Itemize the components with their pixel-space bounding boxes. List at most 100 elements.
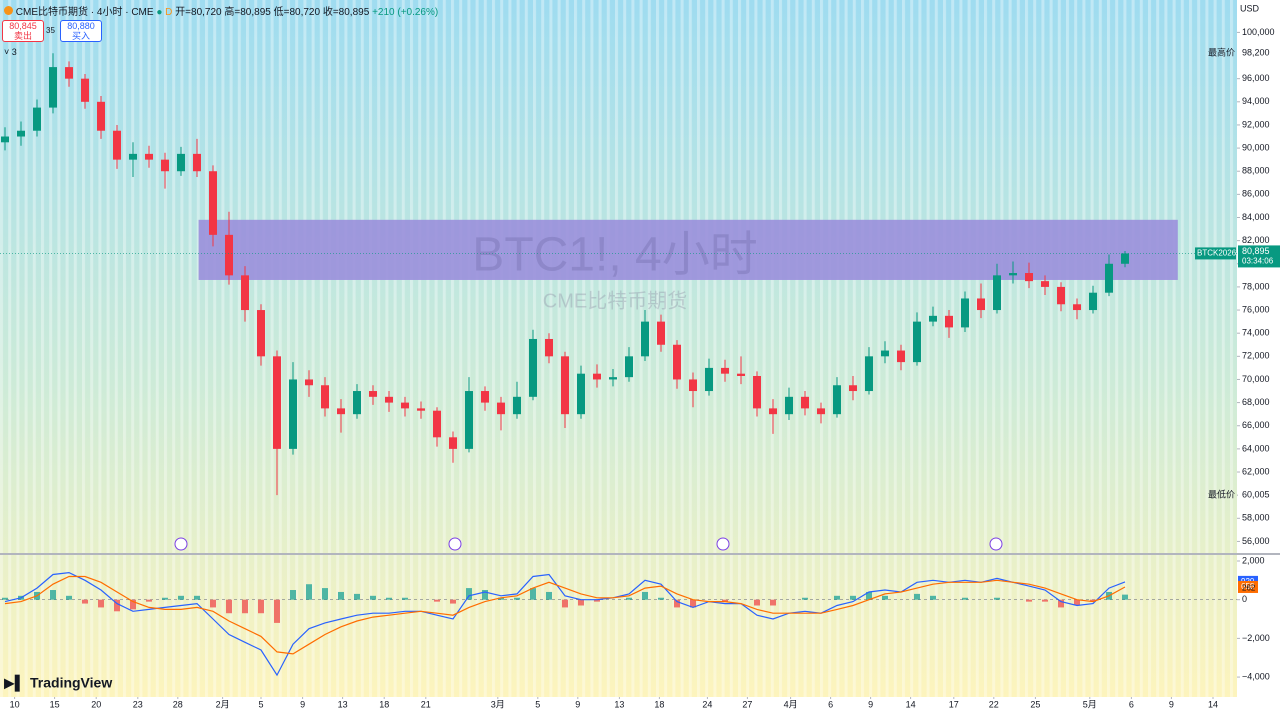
high-label: 98,200 (1242, 48, 1270, 58)
y-tick-label: 78,000 (1242, 281, 1270, 291)
candle-body (881, 350, 889, 357)
buy-button[interactable]: 80,880 买入 (60, 20, 102, 42)
candle-body (705, 367, 713, 392)
sell-label: 卖出 (13, 31, 32, 41)
candle-body (1057, 286, 1065, 305)
candle-body (609, 377, 617, 380)
x-tick-label: 28 (173, 699, 183, 709)
candle-body (209, 171, 217, 235)
candle-body (145, 153, 153, 160)
histogram-bar (338, 591, 344, 600)
histogram-bar (114, 599, 120, 612)
series-pill (1238, 580, 1258, 593)
y-tick-label: 76,000 (1242, 304, 1270, 314)
ohlc-close: 收=80,895 (322, 7, 370, 18)
candle-body (369, 391, 377, 397)
candle-body (817, 408, 825, 415)
x-tick-label: 27 (742, 699, 752, 709)
event-icon[interactable] (989, 537, 1003, 551)
histogram-bar (226, 599, 232, 614)
histogram-bar (274, 599, 280, 623)
candle-body (1, 136, 9, 143)
candle-body (449, 437, 457, 449)
candle-body (305, 379, 313, 386)
sell-button[interactable]: 80,845 卖出 (2, 20, 44, 42)
candle-body (113, 130, 121, 160)
histogram-bar (178, 595, 184, 600)
histogram-bar (130, 599, 136, 610)
y-tick-label: 66,000 (1242, 420, 1270, 430)
histogram-bar (1042, 599, 1048, 602)
x-tick-label: 23 (133, 699, 143, 709)
histogram-bar (594, 599, 600, 602)
y-tick-label: 86,000 (1242, 189, 1270, 199)
candle-body (1073, 304, 1081, 311)
x-tick-label: 17 (949, 699, 959, 709)
last-name: BTCK2026 (1197, 249, 1237, 258)
event-icon[interactable] (174, 537, 188, 551)
candle-body (1025, 273, 1033, 282)
candle-body (65, 67, 73, 79)
low-name: 最低价 (1208, 488, 1235, 499)
watermark-sub: CME比特币期货 (543, 289, 687, 312)
candle-body (865, 356, 873, 392)
histogram-bar (50, 590, 56, 600)
y-tick-label: 58,000 (1242, 513, 1270, 523)
legend-row: CME比特币期货 · 4小时 · CME ● D 开=80,720 高=80,8… (4, 3, 438, 18)
indicators-count: 3 (11, 47, 17, 57)
histogram-bar (674, 599, 680, 608)
candle-body (529, 338, 537, 397)
candle-body (1121, 253, 1129, 264)
x-tick-label: 13 (338, 699, 348, 709)
sell-price: 80,845 (9, 21, 37, 31)
candle-body (721, 367, 729, 374)
series-value-label: 658 (1241, 582, 1255, 591)
candle-body (401, 402, 409, 409)
candle-body (49, 67, 57, 108)
y-tick-label: 72,000 (1242, 351, 1270, 361)
y-tick-label: 68,000 (1242, 397, 1270, 407)
ohlc-low: 低=80,720 (273, 7, 321, 18)
x-tick-label: 22 (989, 699, 999, 709)
y2-tick-label: 0 (1242, 594, 1247, 604)
candle-body (417, 408, 425, 411)
histogram-bar (562, 599, 568, 608)
ohlc-high: 高=80,895 (224, 7, 271, 18)
x-tick-label: 6 (1129, 699, 1134, 709)
candle-body (689, 379, 697, 392)
last-price-label: 80,895 (1242, 246, 1270, 256)
watermark: BTC1!, 4小时 (472, 229, 757, 282)
price-zone (198, 219, 1178, 280)
y-tick-label: 84,000 (1242, 212, 1270, 222)
candle-body (17, 130, 25, 137)
histogram-bar (1090, 599, 1096, 602)
currency[interactable]: USD (1240, 3, 1260, 13)
event-icon[interactable] (448, 537, 462, 551)
countdown: 03:34:06 (1242, 257, 1274, 266)
x-tick-label: 25 (1030, 699, 1040, 709)
candle-body (625, 356, 633, 378)
candle-body (81, 78, 89, 102)
candle-body (897, 350, 905, 363)
histogram-bar (578, 599, 584, 606)
symbol: CME比特币期货 · 4小时 · CME (15, 7, 154, 18)
histogram-bar (1058, 599, 1064, 608)
histogram-bar (850, 595, 856, 600)
histogram-bar (514, 597, 520, 600)
histogram-bar (482, 590, 488, 600)
histogram-bar (370, 595, 376, 600)
candle-body (961, 298, 969, 328)
histogram-bar (162, 597, 168, 600)
candle-body (801, 396, 809, 409)
y-tick-label: 96,000 (1242, 73, 1270, 83)
macd-line (4, 571, 1126, 677)
y-tick-label: 74,000 (1242, 328, 1270, 338)
indicators-toggle[interactable]: ˅ 3 (4, 47, 17, 57)
event-icon[interactable] (716, 537, 730, 551)
histogram-bar (530, 588, 536, 600)
histogram-bar (866, 591, 872, 600)
candle-body (833, 385, 841, 415)
y-tick-label: 64,000 (1242, 443, 1270, 453)
